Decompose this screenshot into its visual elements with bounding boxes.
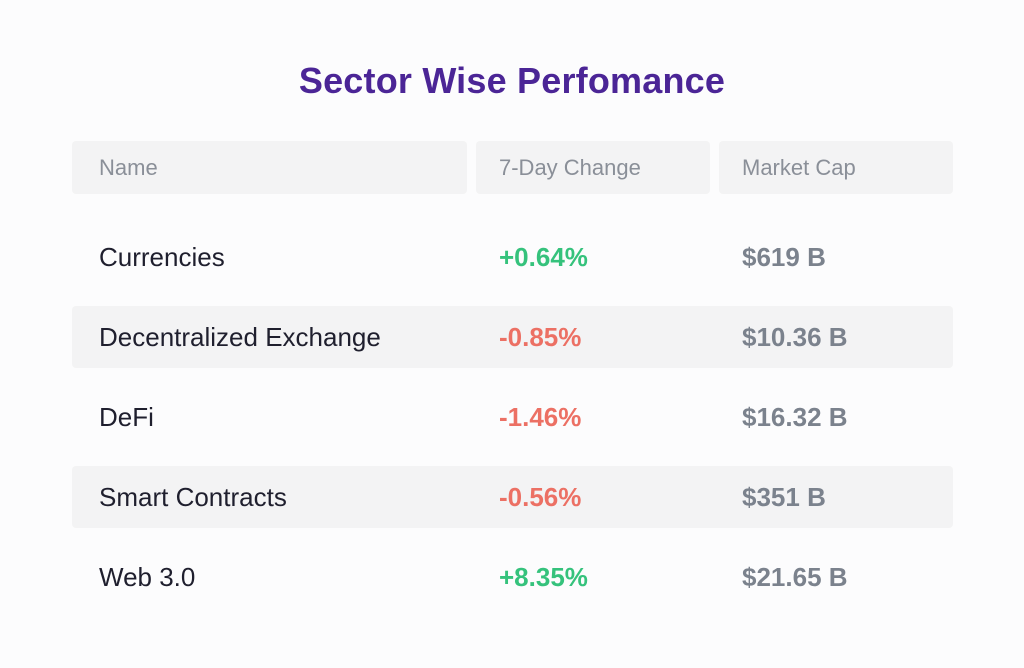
sector-market-cap: $619 B xyxy=(742,242,826,272)
table-row: Decentralized Exchange -0.85% $10.36 B xyxy=(72,306,953,368)
table-row: Smart Contracts -0.56% $351 B xyxy=(72,466,953,528)
chart-title: Sector Wise Perfomance xyxy=(298,60,726,101)
sector-change: -0.85% xyxy=(499,322,582,352)
table-row: DeFi -1.46% $16.32 B xyxy=(72,386,953,448)
table-row: Web 3.0 +8.35% $21.65 B xyxy=(72,546,953,608)
sector-market-cap: $10.36 B xyxy=(742,322,848,352)
table-row: Currencies +0.64% $619 B xyxy=(72,226,953,288)
sector-change: -1.46% xyxy=(499,402,582,432)
sector-market-cap: $21.65 B xyxy=(742,562,848,592)
header-name: Name xyxy=(72,141,467,194)
sector-change: +8.35% xyxy=(499,562,588,592)
sector-table: Name 7-Day Change Market Cap Currencies … xyxy=(72,141,953,592)
sector-market-cap: $16.32 B xyxy=(742,402,848,432)
sector-name: Smart Contracts xyxy=(99,482,287,512)
sector-market-cap: $351 B xyxy=(742,482,826,512)
header-market-cap: Market Cap xyxy=(719,141,953,194)
sector-name: Web 3.0 xyxy=(99,562,196,592)
table-body: Currencies +0.64% $619 B Decentralized E… xyxy=(72,226,953,626)
header-7-day-change: 7-Day Change xyxy=(476,141,710,194)
sector-name: DeFi xyxy=(99,402,154,432)
table-header: Name 7-Day Change Market Cap xyxy=(72,141,953,194)
sector-change: +0.64% xyxy=(499,242,588,272)
sector-name: Decentralized Exchange xyxy=(99,322,381,352)
sector-change: -0.56% xyxy=(499,482,582,512)
sector-name: Currencies xyxy=(99,242,225,272)
